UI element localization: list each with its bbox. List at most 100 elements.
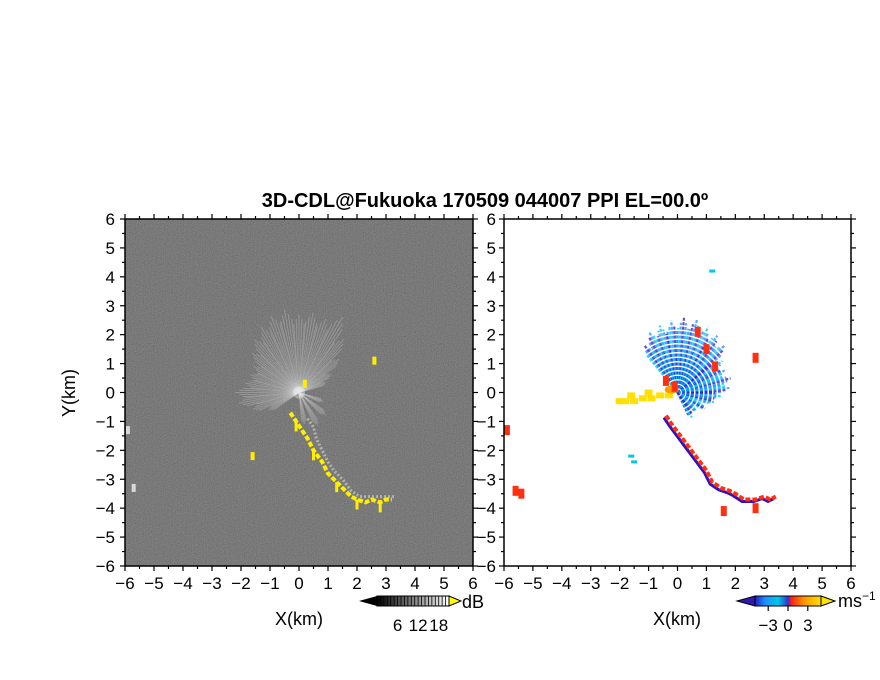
fan-ray xyxy=(271,392,300,411)
fan-ray xyxy=(242,387,300,393)
fan-ray xyxy=(239,389,300,393)
velocity-fan-ray xyxy=(676,391,696,408)
velocity-fan-ray xyxy=(677,391,703,406)
y-tick-label: 2 xyxy=(487,326,496,345)
fan-ray xyxy=(260,354,300,393)
fan-ray xyxy=(250,387,300,393)
yellow-velocity-plume xyxy=(638,395,647,402)
fan-ray xyxy=(298,312,314,393)
y-tick-label: 4 xyxy=(487,268,496,287)
right-colorbar-unit-exp: −1 xyxy=(862,589,876,603)
yellow-velocity-plume xyxy=(621,398,630,405)
x-tick-label: 4 xyxy=(788,574,797,593)
red-velocity-patch xyxy=(671,381,678,392)
velocity-fan-ray xyxy=(676,317,686,393)
right-colorbar-unit-base: ms xyxy=(838,591,862,611)
figure-title: 3D-CDL@Fukuoka 170509 044007 PPI EL=00.0… xyxy=(262,190,708,212)
fan-ray xyxy=(254,392,300,408)
x-tick-label: 3 xyxy=(760,574,769,593)
fan-ray xyxy=(253,357,300,393)
fan-ray xyxy=(298,322,322,393)
velocity-fan-ray xyxy=(645,353,679,394)
fan-ray xyxy=(249,374,300,393)
velocity-fan-ray xyxy=(677,376,727,394)
fan-ray xyxy=(298,392,324,402)
y-tick-label: 3 xyxy=(487,297,496,316)
velocity-fan-ray xyxy=(670,320,679,393)
white-echo-trace xyxy=(306,417,395,499)
velocity-fan-ray xyxy=(677,384,722,394)
fan-ray xyxy=(262,342,300,393)
right-colorbar: −3 0 3 ms−1 xyxy=(735,589,876,635)
x-tick-label: −5 xyxy=(144,574,163,593)
fan-ray xyxy=(256,373,300,393)
y-tick-label: 3 xyxy=(106,297,115,316)
y-tick-label: −1 xyxy=(96,412,115,431)
velocity-fan-ray xyxy=(676,326,710,393)
x-tick-label: 5 xyxy=(817,574,826,593)
x-tick-label: −5 xyxy=(523,574,542,593)
fan-ray xyxy=(260,366,300,393)
left-echo-features xyxy=(125,309,395,513)
red-velocity-streak xyxy=(664,414,777,502)
left-colorbar-ticks: 6 12 18 xyxy=(380,596,448,635)
fan-ray xyxy=(247,384,300,393)
right-colorbar-left-arrow xyxy=(735,595,756,607)
left-colorbar-left-arrow xyxy=(359,596,377,606)
velocity-fan-ray xyxy=(676,360,719,394)
y-tick-label: −6 xyxy=(477,557,496,576)
x-tick-label: 4 xyxy=(410,574,419,593)
red-velocity-patch xyxy=(720,506,727,517)
fan-ray xyxy=(298,392,322,400)
velocity-fan-ray xyxy=(677,391,710,400)
fan-ray xyxy=(298,392,306,422)
fan-ray xyxy=(248,381,300,393)
fan-ray xyxy=(298,392,326,413)
right-colorbar-unit: ms−1 xyxy=(838,589,876,611)
left-colorbar-tick-label: 18 xyxy=(429,616,448,635)
y-tick-label: −1 xyxy=(477,412,496,431)
fan-ray xyxy=(242,392,300,398)
fan-ray xyxy=(254,379,300,393)
cyan-velocity-speck xyxy=(628,454,635,458)
fan-ray xyxy=(260,332,300,393)
x-tick-label: −2 xyxy=(231,574,250,593)
right-colorbar-tick-label: −3 xyxy=(759,616,778,635)
fan-ray xyxy=(270,316,300,393)
fan-ray xyxy=(260,326,300,393)
fan-ray xyxy=(252,392,300,410)
y-tick-label: 5 xyxy=(106,239,115,258)
fan-ray xyxy=(298,321,307,393)
x-tick-label: −3 xyxy=(581,574,600,593)
x-tick-label: 5 xyxy=(439,574,448,593)
fan-ray xyxy=(298,365,337,393)
fan-ray xyxy=(298,392,316,425)
fan-ray xyxy=(265,329,300,393)
red-velocity-patch xyxy=(694,326,701,337)
red-velocity-patch xyxy=(752,352,759,363)
yellow-echo-drip xyxy=(312,450,315,461)
x-tick-label: −6 xyxy=(115,574,134,593)
fan-ray xyxy=(275,319,300,393)
fan-ray xyxy=(244,382,300,393)
fan-ray xyxy=(251,379,300,393)
right-colorbar-right-arrow xyxy=(820,595,837,607)
velocity-fan-ray xyxy=(676,369,718,394)
fan-ray xyxy=(298,382,327,393)
fan-ray xyxy=(269,392,300,409)
fan-ray xyxy=(257,365,300,393)
fan-ray xyxy=(298,392,326,416)
fan-ray xyxy=(298,316,310,393)
velocity-fan-ray xyxy=(676,319,699,393)
fan-ray xyxy=(269,327,300,393)
fan-ray xyxy=(298,323,318,393)
fan-ray xyxy=(298,392,303,421)
small-echo xyxy=(372,356,377,365)
purple-edge-streak xyxy=(662,416,775,504)
fan-ray xyxy=(255,360,300,393)
fan-ray xyxy=(261,337,300,393)
left-colorbar-tick-label: 6 xyxy=(393,616,402,635)
yellow-echo-drip xyxy=(294,421,298,432)
